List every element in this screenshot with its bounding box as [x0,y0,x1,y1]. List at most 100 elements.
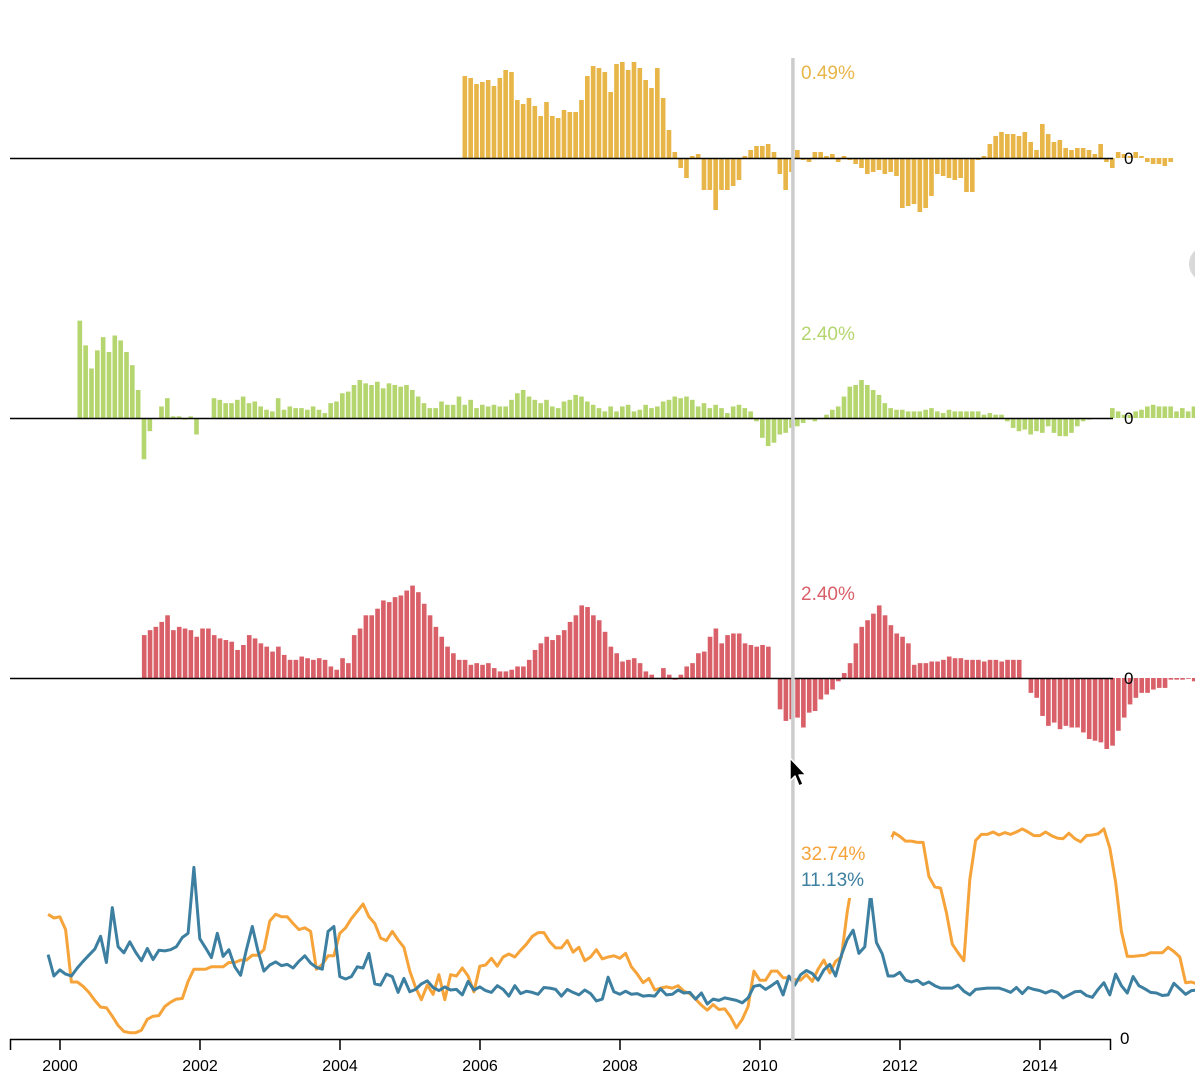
panel-2-bar [940,413,946,418]
panel-3-bar [456,659,462,678]
panel-1-bar [754,146,759,158]
panel-2-bar [328,403,333,418]
panel-2-bar [421,403,427,418]
panel-1-bar [946,158,952,178]
panel-2-bar [981,414,987,418]
panel-3-bar [381,600,386,678]
panel-2-bar [1150,404,1156,418]
panel-3-bar [241,645,246,678]
panel-3-bar [696,653,701,678]
panel-2-bar [894,409,899,418]
panel-2-bar [130,365,135,418]
panel-3-bar [532,649,538,678]
panel-3-bar [270,651,275,678]
panel-1-bar [935,158,940,174]
panel-2-bar [888,408,893,418]
panel-3-bar [375,608,380,678]
panel-2-bar [357,380,363,418]
panel-1-bar [876,158,882,170]
panel-2-bar [900,409,905,418]
panel-3-bar [795,678,800,718]
panel-2-bar [217,399,223,418]
panel-2-bar [835,406,841,418]
panel-3-bar [649,674,655,678]
panel-2-bar [725,413,730,418]
panel-2-bar [911,411,917,418]
panel-3-bar [171,630,176,678]
panel-2-bar [1156,406,1162,418]
panel-2-bar [1040,418,1045,433]
panel-1-bar [1040,124,1045,158]
panel-2-bar [567,399,573,418]
panel-2-bar [188,416,193,418]
panel-3-bar [964,659,970,678]
panel-3-bar [929,661,935,678]
panel-3-bar [526,659,532,678]
panel-3-bar [147,630,153,678]
panel-1-bar [888,158,893,172]
panel-2-bar [882,403,888,418]
panel-2-bar [386,383,392,418]
panel-2-bar [579,396,584,418]
panel-3-bar [416,592,421,678]
panel-2-bar [299,408,304,418]
panel-3-bar [194,636,200,678]
panel-1-bar [526,98,532,158]
panel-1-bar [474,84,479,158]
panel-1-bar [468,78,473,158]
panel-3-bar [480,664,485,678]
panel-2-bar [141,418,147,460]
panel-2-bar [596,408,602,418]
panel-1-bar [1133,152,1138,158]
panel-3-bar [305,658,310,678]
panel-3-bar [1168,678,1174,680]
panel-1-bar [620,62,625,158]
panel-2-bar [748,411,753,418]
panel-1-bar [520,104,526,158]
panel-2-bar [1115,411,1121,418]
panel-3-bar [719,643,725,678]
panel-3-bar [1040,678,1045,716]
panel-2-bar [760,418,765,438]
panel-3-bar [731,633,736,678]
panel-2-bar [491,404,497,418]
x-axis-tick-label: 2014 [1022,1058,1058,1075]
panel-2-bar [865,385,870,418]
panel-2-bar [275,398,281,418]
panel-3-bar [468,664,474,678]
panel-1-bar [1057,140,1063,158]
panel-2-bar [316,409,322,418]
panel-1-bar [894,158,899,176]
panel-3-zero-label: 0 [1124,669,1133,688]
panel-1-bar [1069,150,1074,158]
panel-3-bar [340,658,345,678]
panel-1-bar [491,86,497,158]
panel-2-bar [1069,418,1074,433]
panel-3-bar [521,666,526,678]
panel-1-bar [1098,144,1103,158]
panel-3-bar [497,671,503,678]
panel-3-bar [1057,678,1063,730]
panel-2-bar [135,389,141,418]
panel-2-bar [106,352,112,418]
panel-1-bar [480,82,485,158]
panel-2-bar [695,406,701,418]
panel-2-bar [468,399,473,418]
panel-1-bar [579,100,584,158]
panel-2-bar [532,399,538,418]
panel-1-bar [970,158,975,192]
panel-2-bar [398,386,403,418]
panel-1-bar [1075,148,1080,158]
panel-1-bar [725,158,730,190]
panel-3-bar [334,669,340,678]
panel-2-bar [713,404,718,418]
panel-1-bar [1016,136,1022,158]
panel-1-bars [462,62,1173,212]
panel-1-bar [567,112,573,158]
panel-2-bar [445,404,450,418]
panel-3-bar [865,620,870,678]
panel-2-bar [165,398,170,418]
panel-2-bar [824,414,829,418]
panel-2-bar [952,411,958,418]
panel-1-bar [719,158,724,190]
